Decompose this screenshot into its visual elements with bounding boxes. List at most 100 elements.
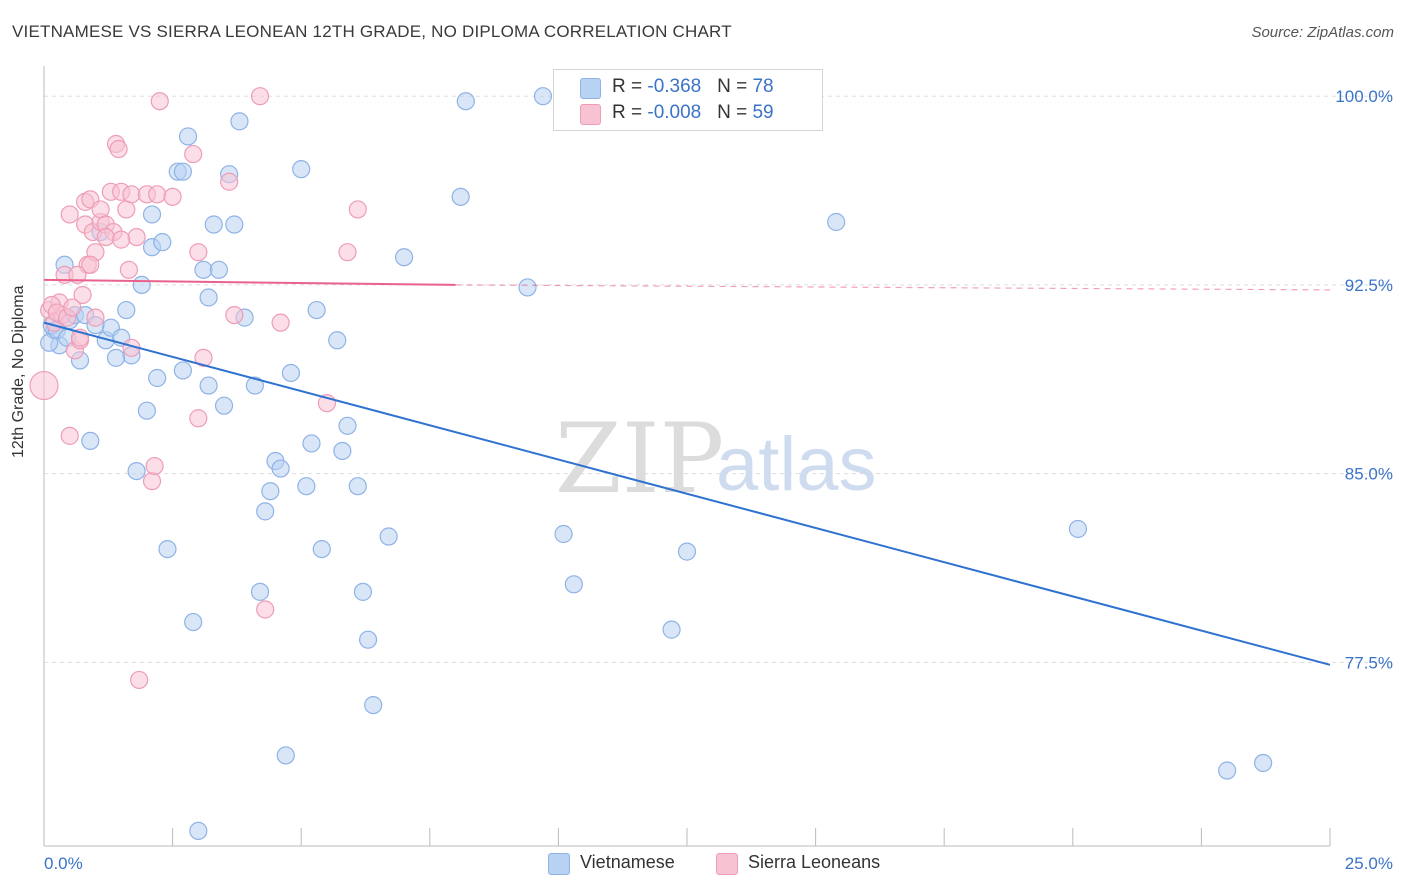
point-vietnamese: [662, 620, 681, 639]
point-sierra-leoneans: [184, 144, 203, 164]
point-sierra-leoneans: [256, 600, 275, 619]
point-vietnamese: [276, 746, 295, 765]
point-sierra-leoneans: [271, 313, 290, 332]
y-tick-label: 77.5%: [1345, 653, 1393, 672]
point-vietnamese: [297, 477, 316, 496]
legend-swatch-sierra-leoneans: [580, 104, 601, 125]
point-vietnamese: [214, 396, 234, 415]
y-tick-label: 92.5%: [1345, 276, 1393, 295]
point-vietnamese: [307, 300, 326, 320]
bottom-legend-label: Vietnamese: [580, 852, 675, 872]
legend-n-label: N =: [717, 102, 753, 123]
point-vietnamese: [250, 582, 270, 601]
bottom-legend-swatch-sierra-leoneans: [716, 853, 738, 875]
point-vietnamese: [225, 215, 244, 234]
point-vietnamese: [106, 348, 126, 367]
legend-n-value: 59: [752, 102, 774, 123]
trend-line-sierra-leoneans-extension: [455, 284, 1331, 291]
point-vietnamese: [292, 160, 311, 179]
point-vietnamese: [271, 459, 290, 478]
point-vietnamese: [451, 187, 470, 206]
point-sierra-leoneans: [91, 200, 110, 219]
point-vietnamese: [338, 416, 357, 435]
point-sierra-leoneans: [119, 260, 138, 279]
grid-lines: [44, 95, 1392, 663]
point-vietnamese: [518, 278, 537, 297]
point-sierra-leoneans: [225, 305, 244, 325]
point-vietnamese: [142, 205, 162, 224]
point-vietnamese: [204, 215, 223, 234]
point-vietnamese: [117, 300, 136, 320]
point-sierra-leoneans: [348, 200, 367, 219]
point-vietnamese: [312, 539, 331, 559]
point-vietnamese: [302, 434, 321, 453]
legend-r-label: R =: [612, 76, 648, 97]
point-sierra-leoneans: [60, 426, 79, 445]
legend-r-label: R =: [612, 102, 648, 123]
legend-n-value: 78: [752, 76, 774, 97]
point-sierra-leoneans: [220, 172, 239, 191]
point-sierra-leoneans: [189, 409, 208, 428]
point-sierra-leoneans: [81, 255, 100, 274]
point-sierra-leoneans: [145, 456, 164, 476]
source-label: Source: ZipAtlas.com: [1251, 24, 1394, 41]
point-sierra-leoneans: [68, 265, 87, 284]
point-vietnamese: [189, 821, 208, 841]
point-sierra-leoneans: [130, 670, 149, 690]
point-sierra-leoneans: [60, 205, 79, 224]
point-vietnamese: [184, 612, 203, 632]
axes: [43, 66, 1331, 847]
point-vietnamese: [158, 539, 177, 559]
point-vietnamese: [348, 477, 367, 496]
point-vietnamese: [199, 376, 218, 395]
data-points: [29, 87, 1273, 841]
y-tick-label: 85.0%: [1345, 465, 1393, 484]
point-vietnamese: [173, 361, 192, 380]
point-vietnamese: [256, 502, 275, 521]
point-sierra-leoneans: [150, 92, 169, 111]
point-vietnamese: [230, 112, 249, 131]
point-vietnamese: [132, 275, 151, 295]
point-sierra-leoneans: [194, 348, 213, 367]
point-sierra-leoneans: [63, 298, 82, 317]
point-sierra-leoneans: [73, 285, 92, 305]
point-sierra-leoneans: [142, 472, 162, 491]
point-sierra-leoneans: [163, 187, 182, 206]
point-vietnamese: [199, 288, 218, 307]
trend-line-sierra-leoneans: [43, 278, 456, 286]
point-vietnamese: [209, 260, 228, 279]
point-vietnamese: [533, 87, 553, 106]
point-vietnamese: [328, 331, 347, 350]
point-sierra-leoneans: [86, 308, 105, 327]
trend-lines: [43, 278, 1331, 666]
point-sierra-leoneans: [122, 185, 141, 204]
point-vietnamese: [281, 363, 301, 383]
point-vietnamese: [261, 482, 280, 501]
point-vietnamese: [554, 524, 573, 544]
point-sierra-leoneans: [96, 227, 115, 247]
point-vietnamese: [1254, 753, 1273, 773]
y-axis-label: 12th Grade, No Diploma: [10, 285, 27, 458]
x-tick-label: 25.0%: [1345, 854, 1393, 873]
bottom-legend-label: Sierra Leoneans: [748, 852, 881, 872]
point-sierra-leoneans: [250, 87, 270, 106]
point-vietnamese: [173, 162, 192, 181]
legend-n-label: N =: [717, 76, 753, 97]
point-vietnamese: [333, 441, 352, 461]
point-vietnamese: [677, 542, 697, 561]
point-sierra-leoneans: [148, 185, 167, 204]
tick-labels: 100.0% 92.5% 85.0% 77.5% 0.0% 25.0%: [44, 87, 1393, 873]
point-vietnamese: [358, 630, 378, 649]
point-vietnamese: [1068, 519, 1088, 539]
point-sierra-leoneans: [117, 200, 136, 219]
watermark-atlas: atlas: [716, 422, 877, 507]
trend-line-vietnamese: [43, 321, 1331, 666]
point-vietnamese: [394, 248, 414, 267]
point-vietnamese: [178, 127, 198, 146]
point-sierra-leoneans: [338, 243, 357, 262]
watermark-zip: ZIP: [555, 403, 724, 515]
point-vietnamese: [353, 582, 373, 601]
point-vietnamese: [827, 212, 846, 232]
point-vietnamese: [137, 401, 156, 420]
